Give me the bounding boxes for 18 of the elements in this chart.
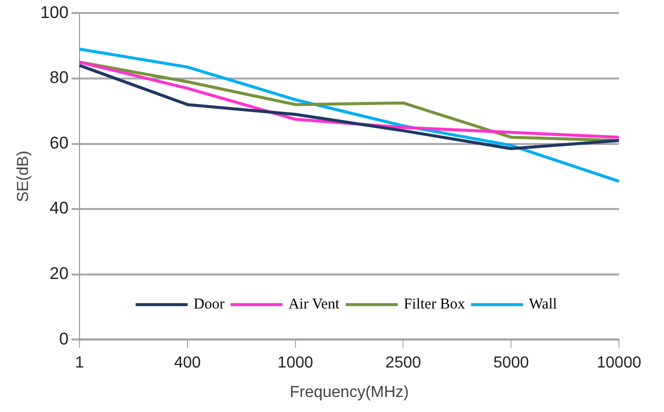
y-tick-label: 80	[50, 68, 69, 88]
x-tick-label: 2500	[385, 354, 422, 372]
x-tick-label: 1	[75, 354, 84, 372]
legend-label: Air Vent	[288, 296, 340, 313]
y-tick-label: 100	[40, 2, 69, 22]
y-axis-title: SE(dB)	[15, 150, 32, 202]
x-tick-label: 10000	[596, 354, 642, 372]
x-tick-label: 400	[174, 354, 201, 372]
x-tick-label: 1000	[278, 354, 314, 372]
y-tick-label: 0	[59, 329, 69, 348]
y-tick-label: 60	[50, 133, 69, 152]
y-tick-label: 40	[50, 198, 69, 218]
legend-label: Wall	[528, 296, 557, 313]
y-tick-label: 20	[50, 264, 69, 284]
x-tick-label: 5000	[493, 354, 530, 372]
x-axis-title: Frequency(MHz)	[290, 384, 409, 401]
legend-label: Door	[194, 296, 224, 313]
legend-label: Filter Box	[404, 296, 466, 313]
